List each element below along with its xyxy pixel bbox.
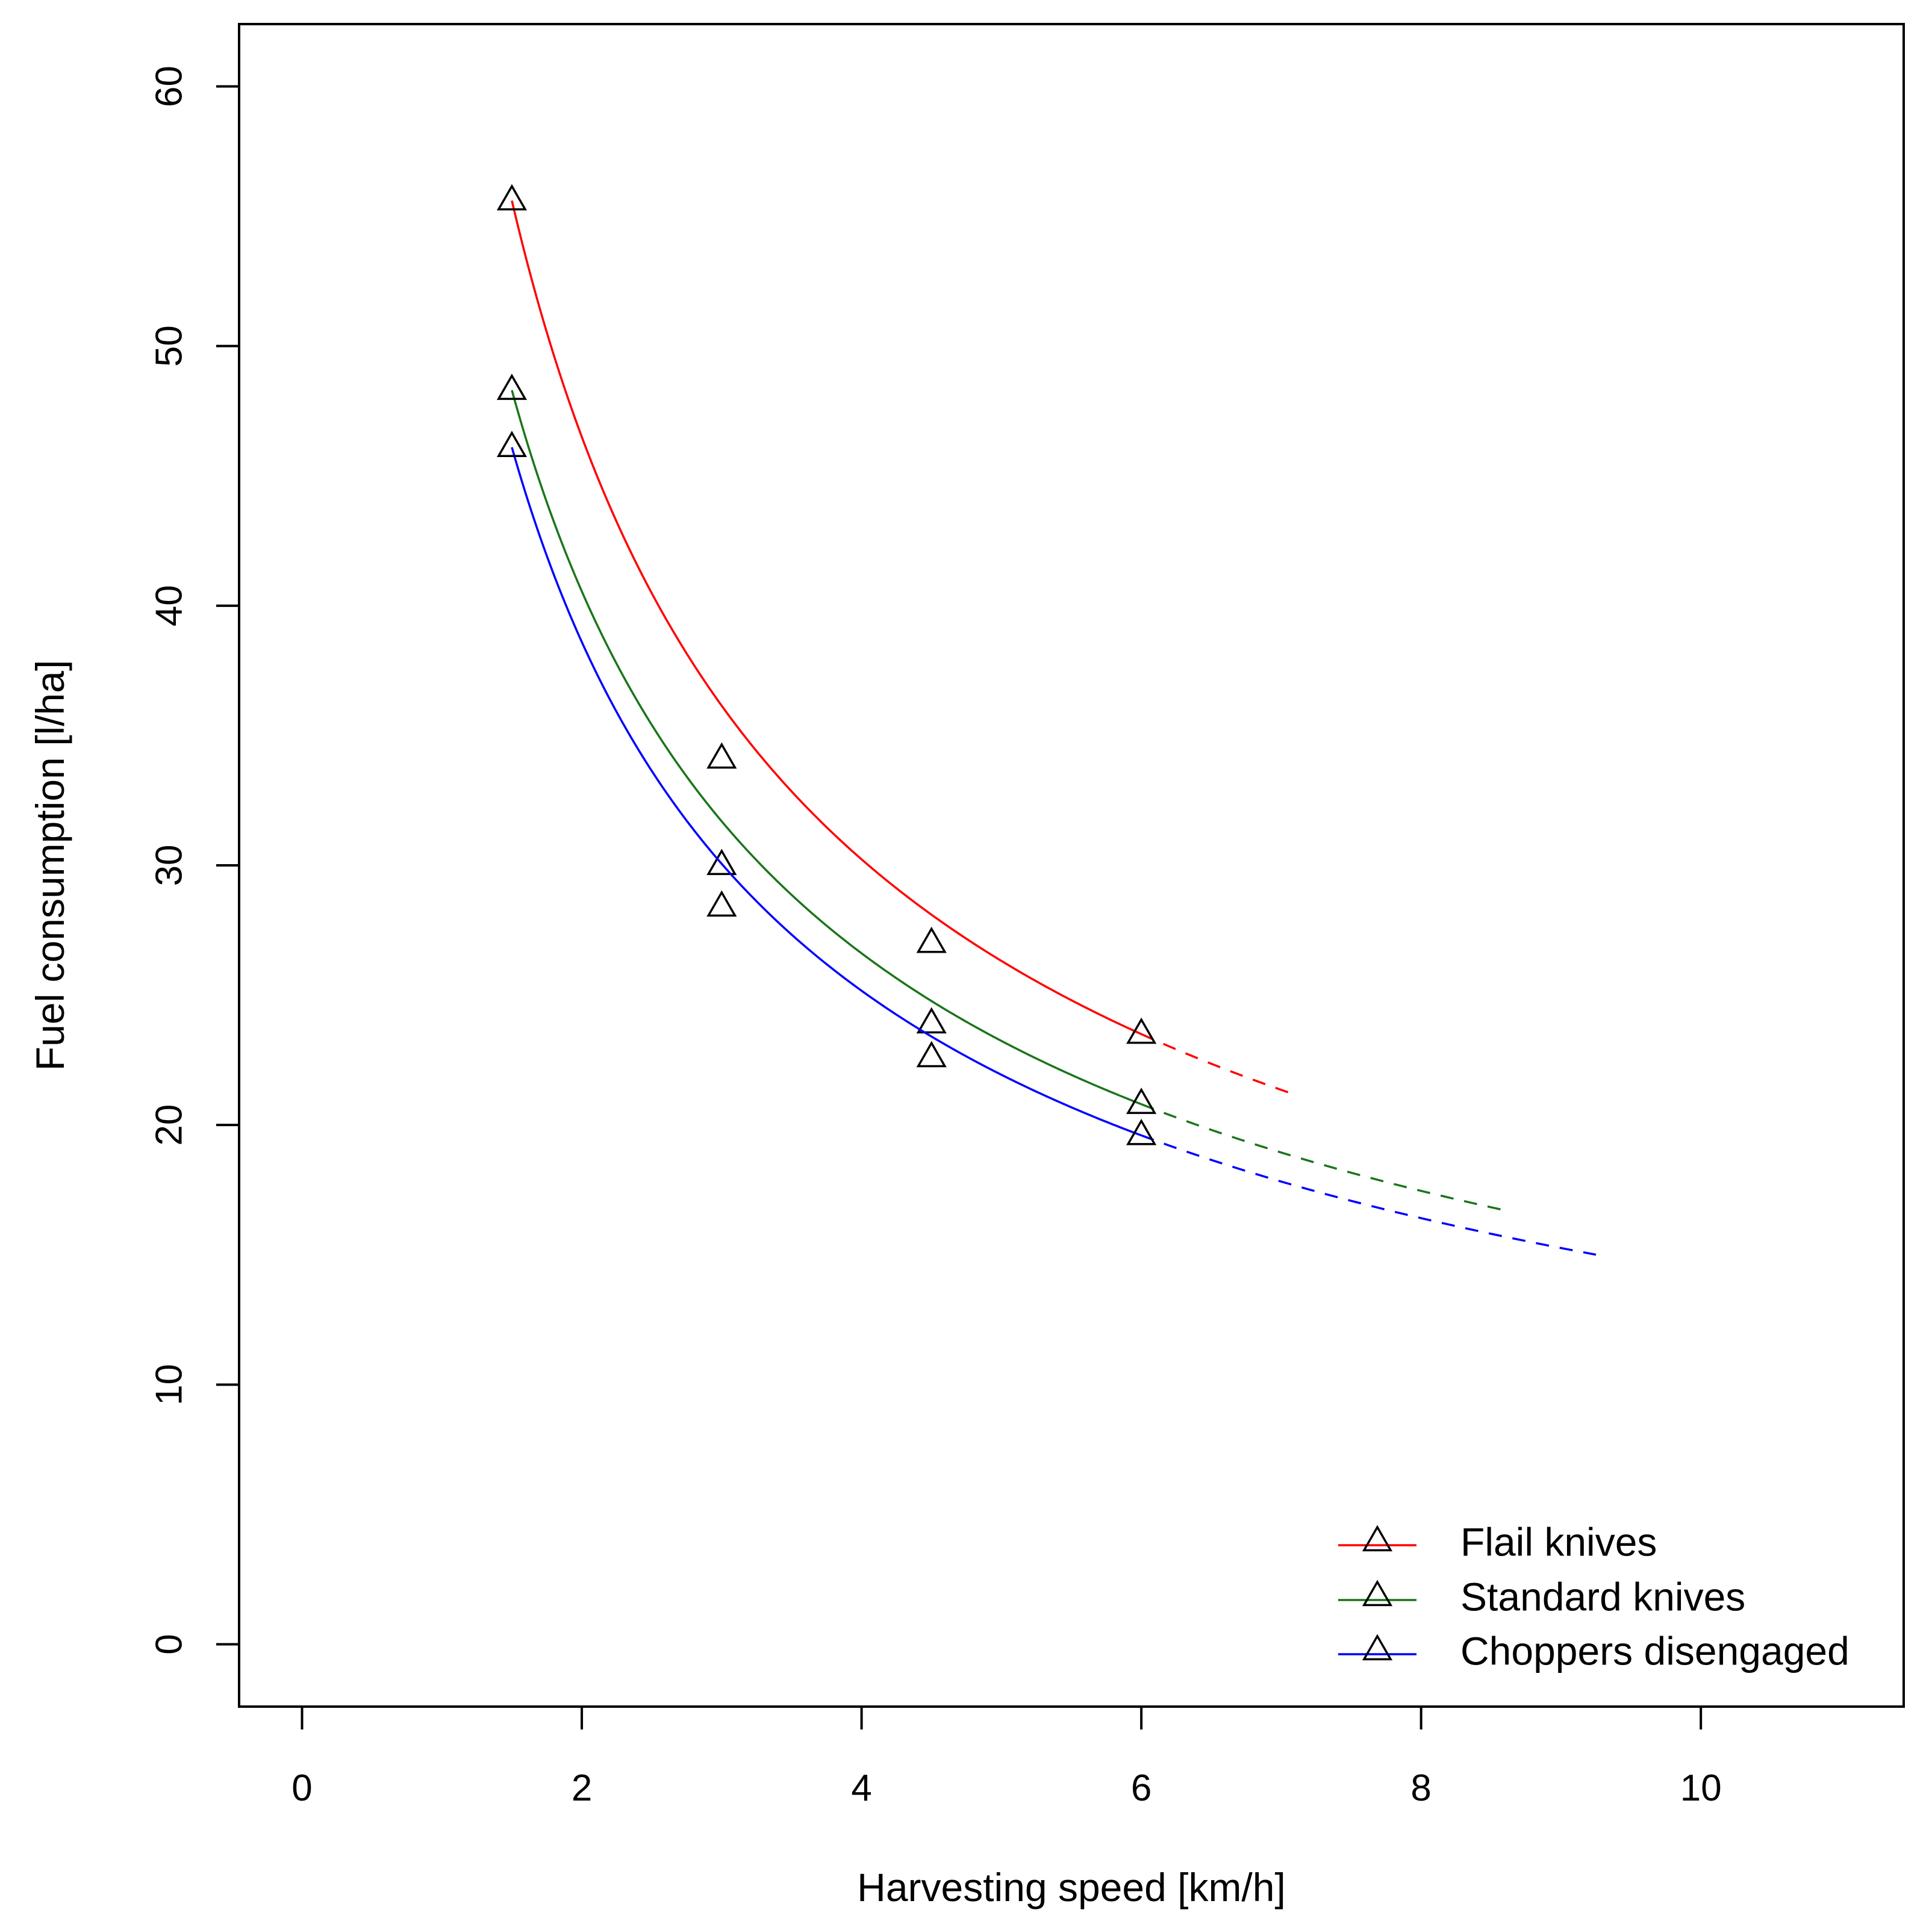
data-point-triangle xyxy=(706,890,737,917)
fit-curve xyxy=(511,447,1142,1137)
legend: Flail knives Standard knives Choppers dise… xyxy=(1338,1519,1849,1673)
plot-frame xyxy=(238,23,1905,1708)
legend-marker-triangle xyxy=(1362,1525,1393,1552)
x-tick-label: 10 xyxy=(1680,1767,1722,1809)
legend-marker-triangle xyxy=(1362,1634,1393,1661)
series-choppers-disengaged xyxy=(496,431,1597,1256)
series-standard-knives xyxy=(496,373,1506,1212)
legend-label: Flail knives xyxy=(1460,1519,1657,1564)
legend-label: Choppers disengaged xyxy=(1460,1628,1849,1673)
fit-curve xyxy=(511,390,1142,1106)
data-point-triangle xyxy=(1126,1118,1157,1145)
x-tick-label: 0 xyxy=(291,1767,312,1809)
x-tick-label: 8 xyxy=(1410,1767,1431,1809)
x-axis: 0 2 4 6 8 10 xyxy=(291,1705,1722,1809)
data-point-triangle xyxy=(916,1041,947,1068)
legend-item: Choppers disengaged xyxy=(1338,1628,1849,1673)
legend-item: Standard knives xyxy=(1338,1574,1745,1619)
data-point-triangle xyxy=(1126,1088,1157,1114)
data-point-triangle xyxy=(1126,1017,1157,1044)
series-layer xyxy=(496,184,1597,1256)
data-point-triangle xyxy=(916,926,947,953)
series-flail-knives xyxy=(496,184,1296,1096)
data-point-triangle xyxy=(706,848,737,876)
legend-item: Flail knives xyxy=(1338,1519,1657,1564)
y-tick-label: 40 xyxy=(148,585,190,626)
data-point-triangle xyxy=(496,431,528,457)
fit-extrapolation-dashed xyxy=(1141,1103,1506,1212)
data-point-triangle xyxy=(706,742,737,769)
data-point-triangle xyxy=(496,184,528,211)
y-tick-label: 0 xyxy=(148,1634,190,1654)
fit-curve xyxy=(511,200,1142,1035)
data-point-triangle xyxy=(916,1007,947,1034)
y-tick-label: 30 xyxy=(148,845,190,886)
legend-marker-triangle xyxy=(1362,1580,1393,1607)
y-tick-label: 20 xyxy=(148,1104,190,1146)
legend-label: Standard knives xyxy=(1460,1574,1745,1619)
y-axis-title: Fuel consumption [l/ha] xyxy=(28,660,72,1071)
y-tick-label: 50 xyxy=(148,325,190,367)
y-tick-label: 60 xyxy=(148,66,190,107)
x-tick-label: 2 xyxy=(572,1767,592,1809)
y-axis: 0 10 20 30 40 50 60 xyxy=(148,66,240,1655)
x-tick-label: 4 xyxy=(851,1767,871,1809)
fit-extrapolation-dashed xyxy=(1141,1033,1296,1096)
x-axis-title: Harvesting speed [km/h] xyxy=(857,1865,1286,1910)
data-point-triangle xyxy=(496,373,528,400)
x-tick-label: 6 xyxy=(1131,1767,1151,1809)
y-tick-label: 10 xyxy=(148,1364,190,1406)
fit-extrapolation-dashed xyxy=(1141,1134,1597,1256)
